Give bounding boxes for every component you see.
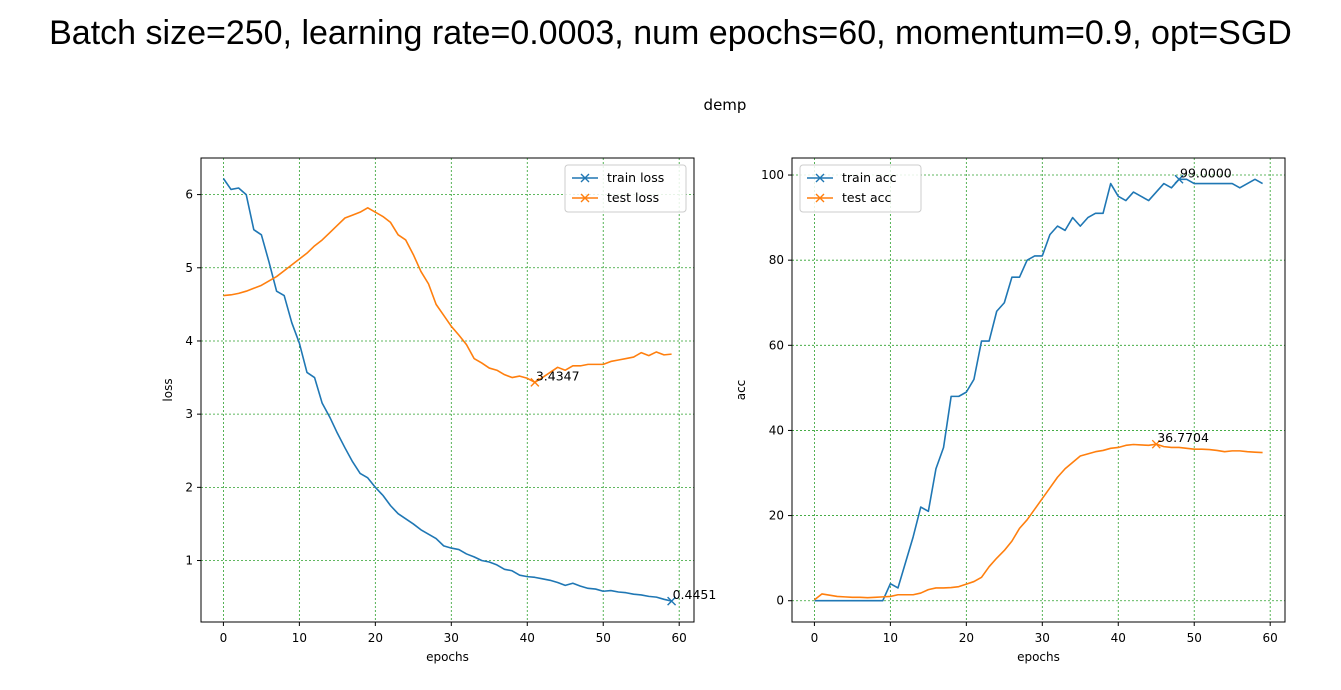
series-marker bbox=[667, 596, 677, 606]
y-tick-label: 100 bbox=[761, 168, 784, 182]
legend-marker bbox=[815, 173, 825, 183]
series-line-test-loss bbox=[223, 206, 672, 384]
legend-marker bbox=[580, 193, 590, 203]
axes-frame bbox=[200, 157, 695, 623]
y-tick-label: 6 bbox=[185, 188, 193, 202]
y-tick-label: 4 bbox=[185, 334, 193, 348]
series-line-test-acc bbox=[813, 443, 1263, 601]
data-label: 36.7704 bbox=[1157, 430, 1209, 445]
series-marker bbox=[530, 377, 540, 387]
figure-title: demp bbox=[703, 96, 747, 114]
chart-panel-acc: 0 10 20 30 40 50 60 0 20 40 60 80 100 epochs acc 99.000… bbox=[734, 157, 1286, 664]
slide-title: Batch size=250, learning rate=0.0003, nu… bbox=[49, 14, 1292, 52]
data-label: 3.4347 bbox=[536, 368, 580, 383]
legend-marker bbox=[580, 173, 590, 183]
x-tick-label: 10 bbox=[883, 631, 898, 645]
series-line-train-acc bbox=[814, 178, 1263, 602]
x-tick-label: 50 bbox=[596, 631, 611, 645]
x-axis-label: epochs bbox=[1017, 650, 1060, 664]
data-label: 99.0000 bbox=[1180, 165, 1232, 180]
y-tick-label: 80 bbox=[769, 253, 784, 267]
legend-frame bbox=[799, 164, 922, 213]
x-tick-label: 40 bbox=[520, 631, 535, 645]
x-tick-label: 0 bbox=[811, 631, 819, 645]
x-tick-label: 40 bbox=[1111, 631, 1126, 645]
x-tick-label: 30 bbox=[1035, 631, 1050, 645]
y-tick-label: 20 bbox=[769, 509, 784, 523]
y-axis-label: acc bbox=[734, 380, 748, 401]
legend-marker bbox=[815, 193, 825, 203]
y-tick-label: 2 bbox=[185, 480, 193, 494]
legend-label: train acc bbox=[842, 170, 897, 185]
x-tick-label: 20 bbox=[368, 631, 383, 645]
axes-frame bbox=[791, 157, 1286, 623]
x-tick-label: 50 bbox=[1187, 631, 1202, 645]
legend-frame bbox=[564, 164, 687, 213]
legend-label: train loss bbox=[607, 170, 664, 185]
x-tick-label: 10 bbox=[292, 631, 307, 645]
y-tick-label: 5 bbox=[185, 261, 193, 275]
x-tick-label: 30 bbox=[444, 631, 459, 645]
series-marker bbox=[1151, 439, 1161, 449]
x-tick-label: 0 bbox=[220, 631, 228, 645]
x-tick-label: 20 bbox=[959, 631, 974, 645]
legend: train loss test loss bbox=[564, 164, 687, 213]
y-tick-label: 0 bbox=[776, 594, 784, 608]
y-tick-label: 40 bbox=[769, 423, 784, 437]
legend: train acc test acc bbox=[799, 164, 922, 213]
legend-label: test acc bbox=[842, 190, 892, 205]
series-marker bbox=[1174, 174, 1184, 184]
y-axis-label: loss bbox=[161, 378, 175, 401]
y-tick-label: 3 bbox=[185, 407, 193, 421]
legend-label: test loss bbox=[607, 190, 659, 205]
x-tick-label: 60 bbox=[672, 631, 687, 645]
x-tick-label: 60 bbox=[1263, 631, 1278, 645]
y-tick-label: 1 bbox=[185, 554, 193, 568]
y-tick-label: 60 bbox=[769, 338, 784, 352]
chart-panel-loss: 0 10 20 30 40 50 60123456epochsloss0.44513.434… bbox=[161, 157, 716, 664]
x-axis-label: epochs bbox=[426, 650, 469, 664]
series-line-train-loss bbox=[222, 178, 672, 602]
